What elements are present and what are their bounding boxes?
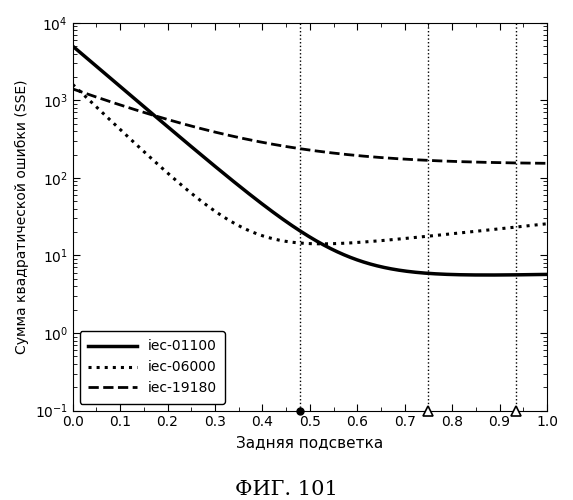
iec-19180	[278, 143, 285, 149]
Text: ФИГ. 101: ФИГ. 101	[235, 480, 338, 499]
iec-01100	[395, 267, 402, 273]
iec-01100	[261, 202, 268, 208]
iec-06000	[69, 82, 76, 87]
iec-19180	[69, 86, 76, 92]
iec-06000	[117, 128, 124, 134]
iec-06000	[318, 241, 325, 247]
Legend: iec-01100, iec-06000, iec-19180: iec-01100, iec-06000, iec-19180	[80, 331, 225, 404]
iec-06000	[261, 234, 268, 239]
iec-01100	[439, 271, 446, 277]
iec-06000	[439, 232, 446, 237]
Y-axis label: Сумма квадратической ошибки (SSE): Сумма квадратической ошибки (SSE)	[15, 80, 29, 354]
iec-19180	[395, 156, 402, 162]
iec-06000	[395, 236, 402, 242]
Line: iec-01100: iec-01100	[73, 46, 547, 275]
iec-19180	[544, 160, 551, 166]
iec-19180	[117, 102, 124, 108]
iec-01100	[448, 272, 454, 278]
X-axis label: Задняя подсветка: Задняя подсветка	[236, 435, 383, 450]
iec-01100	[278, 216, 285, 222]
iec-01100	[485, 272, 492, 278]
iec-19180	[261, 140, 268, 145]
iec-06000	[448, 231, 455, 237]
iec-06000	[544, 221, 551, 227]
Line: iec-06000: iec-06000	[73, 84, 547, 244]
Line: iec-19180: iec-19180	[73, 89, 547, 164]
iec-01100	[69, 43, 76, 49]
iec-19180	[439, 158, 446, 164]
iec-06000	[278, 238, 285, 244]
iec-01100	[117, 84, 124, 90]
iec-01100	[544, 272, 551, 278]
iec-19180	[448, 158, 454, 164]
